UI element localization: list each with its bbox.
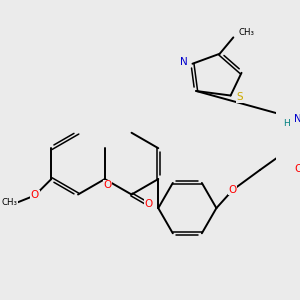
Text: S: S bbox=[236, 92, 243, 102]
Text: CH₃: CH₃ bbox=[2, 198, 17, 207]
Text: O: O bbox=[103, 180, 112, 190]
Text: O: O bbox=[229, 185, 237, 195]
Text: N: N bbox=[294, 114, 300, 124]
Text: O: O bbox=[145, 200, 153, 209]
Text: N: N bbox=[179, 57, 187, 67]
Text: CH₃: CH₃ bbox=[238, 28, 254, 38]
Text: O: O bbox=[31, 190, 39, 200]
Text: H: H bbox=[283, 119, 290, 128]
Text: O: O bbox=[295, 164, 300, 174]
